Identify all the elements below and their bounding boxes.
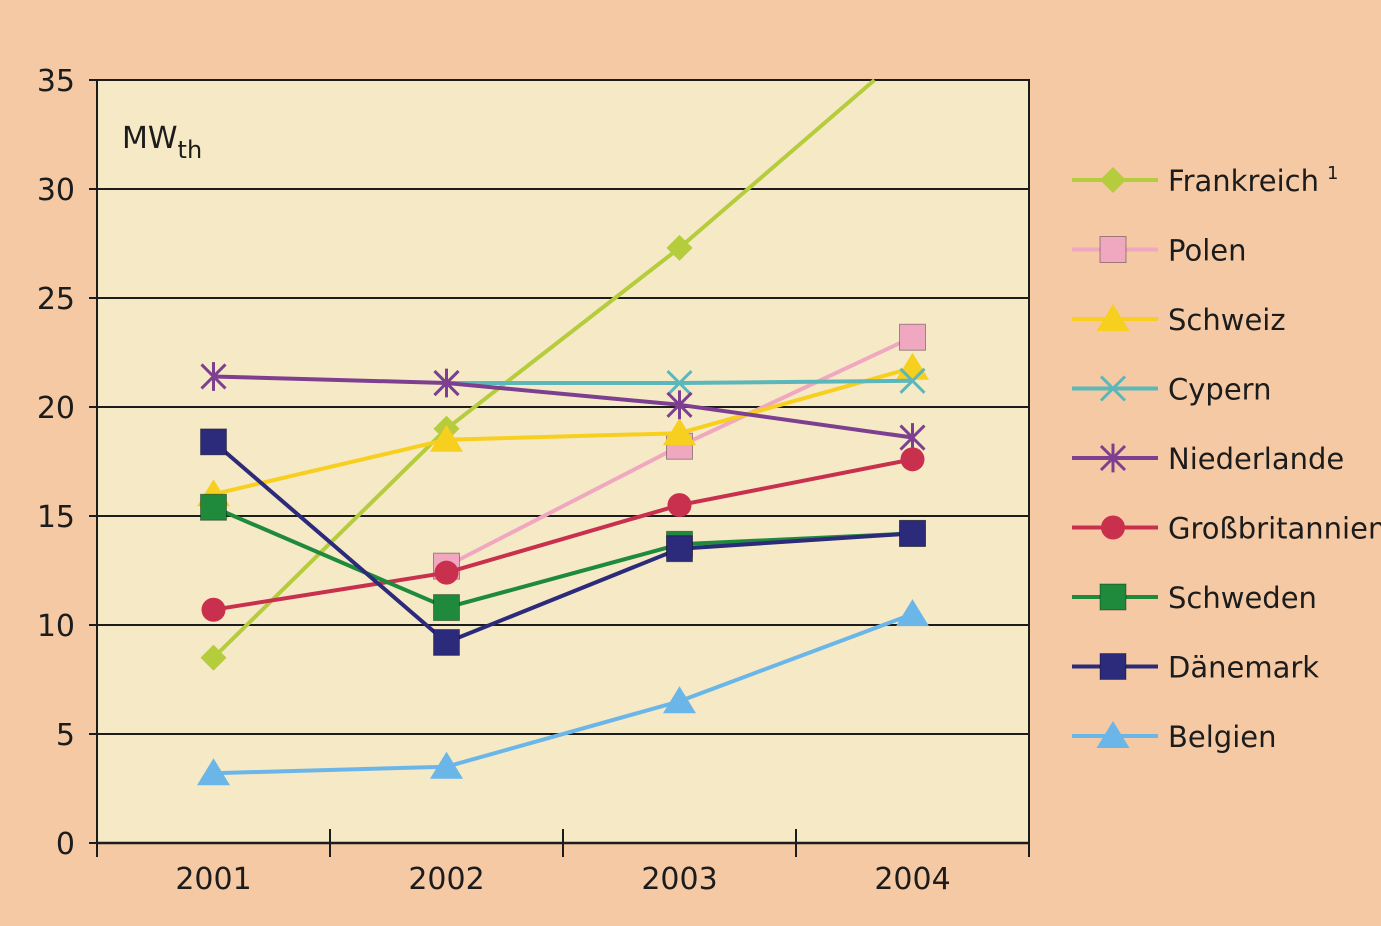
data-point	[200, 428, 227, 456]
legend-item: Schweden	[1072, 581, 1317, 615]
series-group	[201, 447, 925, 622]
legend-marker	[1100, 167, 1126, 193]
series-group	[197, 352, 929, 507]
y-tick-label: 5	[56, 718, 75, 753]
legend-label: Dänemark	[1168, 651, 1319, 685]
legend-label: Belgien	[1168, 720, 1276, 754]
legend-footnote-marker: 1	[1327, 163, 1338, 184]
legend-item: Schweiz	[1072, 303, 1286, 337]
series-line	[212, 505, 913, 610]
data-point	[666, 535, 693, 563]
data-point	[663, 686, 696, 714]
data-point	[899, 519, 926, 547]
data-point	[433, 368, 460, 398]
gridlines	[97, 188, 1029, 735]
y-tick-label: 25	[37, 282, 75, 317]
legend-label: Frankreich 1	[1168, 163, 1338, 198]
x-tick-label: 2004	[874, 862, 950, 897]
y-unit-main: MW	[122, 121, 178, 156]
data-point	[663, 418, 696, 446]
data-point	[201, 597, 226, 622]
data-point	[430, 751, 463, 779]
legend-label: Cypern	[1168, 373, 1271, 407]
series-line	[213, 365, 914, 497]
legend-label: Niederlande	[1168, 442, 1344, 476]
data-point	[667, 493, 692, 518]
legend-label: Schweiz	[1168, 303, 1286, 337]
data-point	[899, 423, 926, 452]
x-tick-label: 2003	[641, 862, 717, 897]
series-line	[213, 612, 914, 776]
data-point	[896, 599, 929, 627]
legend-marker	[1096, 304, 1130, 331]
axes: 0 5 10 15 20 25 30 35 2001 2002 2003 2004	[37, 64, 1030, 897]
legend-marker	[1099, 583, 1127, 611]
plot-area	[96, 79, 1030, 844]
series-line	[212, 440, 913, 645]
x-tick-label: 2001	[175, 862, 251, 897]
legend-item: Belgien	[1072, 720, 1276, 754]
series-layer	[197, 78, 929, 786]
data-point	[197, 758, 230, 786]
data-point	[666, 390, 693, 420]
y-tick-label: 10	[37, 609, 75, 644]
data-point	[666, 369, 693, 397]
legend-item: Frankreich 1	[1072, 163, 1338, 198]
legend-marker	[1099, 443, 1127, 473]
data-point	[899, 323, 926, 351]
data-point	[666, 234, 693, 261]
series-group	[200, 428, 926, 656]
x-tick-label: 2002	[408, 862, 484, 897]
y-tick-label: 15	[37, 500, 75, 535]
data-point	[200, 362, 227, 391]
data-point	[433, 594, 460, 622]
legend-marker	[1099, 236, 1127, 263]
series-line	[213, 457, 913, 612]
legend: Frankreich 1 Polen Schweiz Cypern Niederlande…	[1072, 163, 1381, 754]
legend-marker	[1101, 515, 1125, 540]
y-tick-label: 20	[37, 391, 75, 426]
data-point	[430, 424, 463, 452]
y-unit-label: MWth	[122, 121, 202, 164]
series-group	[197, 599, 929, 786]
legend-item: Großbritannien	[1072, 512, 1381, 546]
legend-item: Niederlande	[1072, 442, 1344, 476]
data-point	[900, 447, 925, 472]
y-tick-label: 35	[37, 64, 75, 99]
legend-item: Dänemark	[1072, 651, 1319, 685]
legend-label: Großbritannien	[1168, 512, 1381, 546]
y-unit-subscript: th	[178, 136, 203, 164]
legend-marker	[1099, 375, 1127, 402]
data-point	[899, 367, 926, 394]
data-point	[200, 644, 227, 671]
legend-label: Schweden	[1168, 581, 1317, 615]
data-point	[433, 628, 460, 656]
legend-marker	[1099, 653, 1127, 680]
y-tick-label: 0	[56, 827, 75, 862]
legend-item: Polen	[1072, 234, 1246, 268]
legend-item: Cypern	[1072, 373, 1271, 407]
data-point	[200, 493, 227, 521]
legend-label: Polen	[1168, 234, 1246, 268]
data-point	[434, 560, 459, 585]
series-group	[200, 362, 926, 452]
legend-marker	[1096, 721, 1130, 748]
series-line	[213, 374, 913, 440]
y-tick-label: 30	[37, 173, 75, 208]
